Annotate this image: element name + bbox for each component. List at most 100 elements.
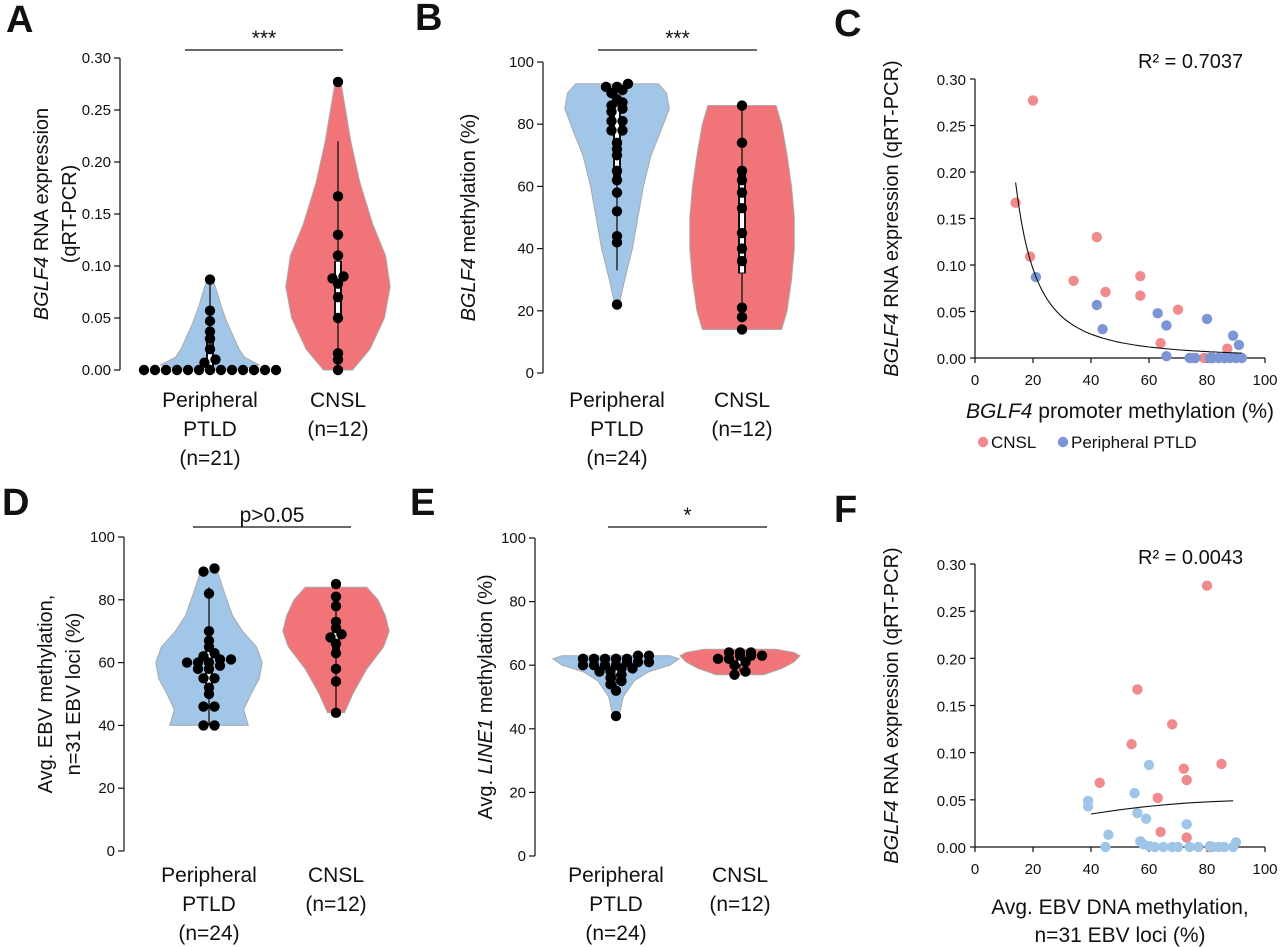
y-tick-label: 40 [98, 717, 115, 734]
x-tick-label: 40 [1083, 861, 1100, 878]
data-point [736, 100, 748, 111]
data-point [193, 364, 205, 376]
data-point [611, 299, 623, 310]
series-peripheral-ptld [1030, 271, 1248, 364]
data-point [209, 720, 220, 731]
y-tick-label: 100 [501, 530, 526, 547]
data-point [617, 125, 628, 136]
trend-line [1015, 182, 1242, 354]
category-label: (n=12) [711, 418, 772, 441]
data-point [1222, 343, 1233, 354]
data-point [736, 324, 748, 335]
significance-label: *** [252, 27, 277, 50]
data-point [1082, 801, 1094, 812]
category-label: PTLD [589, 893, 643, 916]
data-point [736, 137, 748, 149]
y-tick-label: 0.05 [937, 305, 966, 322]
data-point [606, 125, 617, 136]
data-point [215, 364, 227, 376]
y-axis-label: BGLF4 RNA expression [31, 108, 53, 320]
y-axis-label-line2: (qRT-PCR) [59, 165, 81, 264]
data-point [259, 364, 271, 376]
data-point [1024, 251, 1036, 262]
violin-group: Peripheral PTLD (n=21) [138, 274, 282, 470]
data-point [736, 202, 748, 214]
y-tick-label: 60 [98, 655, 115, 672]
y-tick-label: 0.20 [937, 165, 966, 182]
data-point [736, 187, 748, 198]
data-point [330, 663, 342, 675]
data-point [203, 588, 215, 599]
data-point [736, 255, 748, 267]
data-point [736, 243, 748, 254]
series-cnsl [1010, 95, 1233, 364]
data-point [1152, 308, 1163, 319]
data-point [588, 653, 600, 665]
data-point [611, 81, 623, 93]
violin-group: Peripheral PTLD (n=24) [551, 650, 681, 945]
data-point [736, 302, 748, 313]
box-inner [740, 168, 744, 273]
data-point [1201, 580, 1213, 591]
y-tick-label: 0.30 [937, 72, 966, 89]
data-point [138, 364, 150, 376]
x-axis-label: Avg. EBV DNA methylation, [991, 896, 1249, 919]
data-point [1216, 758, 1227, 770]
legend-marker [1057, 436, 1069, 448]
data-point [1236, 352, 1248, 364]
data-point [611, 137, 623, 149]
y-tick-label: 0.15 [82, 206, 111, 223]
data-point [1126, 738, 1137, 750]
data-point [1149, 841, 1161, 853]
category-label: (n=21) [179, 447, 240, 470]
panel-F: F 0.00 0.05 0.10 0.15 0.20 0.25 0.30 0 20 40 60 80 10… [834, 489, 1278, 947]
panel-C: C 0.00 0.05 0.10 0.15 0.20 0.25 0.30 0 20 40 60 80 10… [834, 3, 1278, 452]
panel-letter: A [6, 0, 33, 41]
violin-group: Peripheral PTLD (n=24) [155, 563, 263, 945]
data-point [181, 657, 193, 668]
panel-letter: F [834, 489, 857, 531]
data-point [198, 566, 209, 577]
violin-group: Peripheral PTLD (n=24) [564, 78, 670, 470]
y-tick-label: 0.25 [937, 119, 966, 136]
panel-letter: C [834, 3, 861, 45]
legend-label: Peripheral PTLD [1071, 433, 1197, 452]
data-point [210, 354, 221, 365]
data-point [1172, 304, 1184, 315]
x-axis-label-line2: n=31 EBV loci (%) [1035, 924, 1206, 947]
y-tick-label: 20 [517, 303, 534, 320]
data-point [611, 230, 623, 242]
significance-label: p>0.05 [240, 504, 305, 527]
data-point [203, 626, 215, 637]
data-point [204, 326, 216, 337]
data-point [1155, 826, 1166, 838]
data-point [617, 115, 628, 127]
data-point [330, 616, 342, 627]
data-point [171, 364, 183, 376]
y-tick-label: 0.25 [937, 604, 966, 621]
data-point [209, 563, 220, 574]
legend-label: CNSL [991, 433, 1036, 452]
data-point [332, 191, 344, 202]
y-tick-label: 0.15 [937, 212, 966, 229]
x-tick-label: 20 [1025, 372, 1042, 389]
data-point [643, 650, 655, 661]
data-point [1143, 759, 1155, 771]
data-point [712, 653, 724, 665]
category-label: (n=12) [709, 893, 770, 916]
data-point [1161, 320, 1172, 331]
x-tick-label: 40 [1083, 372, 1100, 389]
y-tick-label: 0.00 [82, 362, 111, 379]
data-point [204, 344, 216, 355]
data-point [332, 250, 344, 261]
x-tick-label: 100 [1252, 372, 1277, 389]
data-point [1184, 841, 1195, 853]
data-point [332, 364, 344, 376]
panel-A: A 0.00 0.05 0.10 0.15 0.20 0.25 0.30 BGLF4 RNA e… [6, 0, 391, 470]
y-tick-label: 60 [517, 178, 534, 195]
violin-group: CNSL (n=12) [689, 100, 795, 441]
series-peripheral-ptld [1082, 759, 1242, 853]
data-point [338, 271, 349, 282]
data-point [610, 710, 622, 722]
data-point [330, 707, 342, 719]
